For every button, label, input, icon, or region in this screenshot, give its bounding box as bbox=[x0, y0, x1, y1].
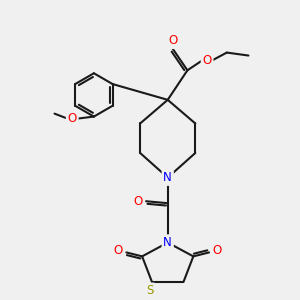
Text: O: O bbox=[134, 195, 143, 208]
Text: S: S bbox=[146, 284, 154, 297]
Text: O: O bbox=[202, 54, 212, 67]
Text: O: O bbox=[212, 244, 222, 257]
Text: O: O bbox=[168, 34, 177, 47]
Text: O: O bbox=[114, 244, 123, 257]
Text: N: N bbox=[163, 236, 172, 249]
Text: O: O bbox=[68, 112, 77, 125]
Text: N: N bbox=[163, 171, 172, 184]
